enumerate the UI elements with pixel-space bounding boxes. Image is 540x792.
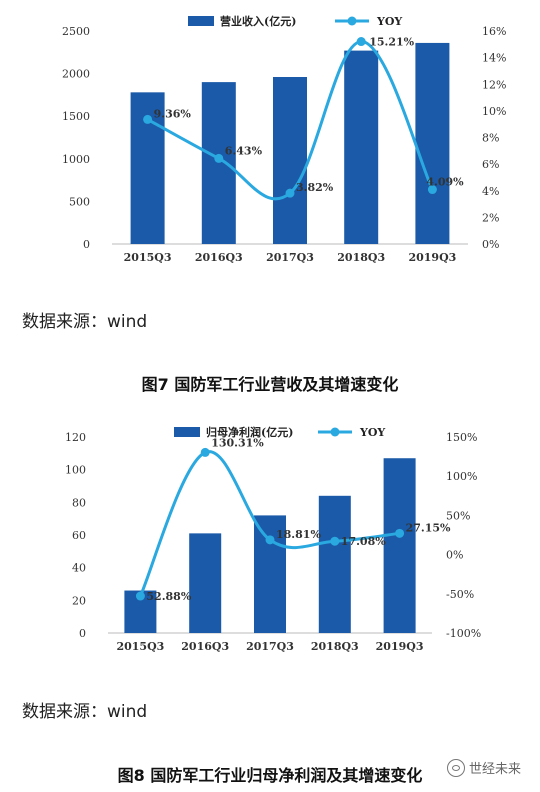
legend-line-marker [330, 427, 340, 437]
yoy-data-label: 52.88% [146, 590, 191, 603]
bar-2018Q3 [344, 50, 379, 244]
right-tick-label: -100% [446, 627, 481, 640]
right-tick-label: 50% [446, 509, 470, 522]
yoy-point-2017Q3 [285, 188, 295, 198]
left-tick-label: 1500 [62, 110, 90, 123]
yoy-point-2019Q3 [427, 185, 437, 195]
left-tick-label: 2000 [62, 68, 90, 81]
yoy-point-2018Q3 [356, 37, 366, 47]
left-tick-label: 100 [65, 464, 86, 477]
yoy-point-2017Q3 [265, 535, 275, 545]
right-tick-label: 150% [446, 431, 477, 444]
category-label: 2017Q3 [246, 640, 294, 653]
legend-line-label: YOY [359, 426, 385, 439]
bar-2016Q3 [189, 533, 222, 633]
right-tick-label: 0% [482, 238, 499, 251]
yoy-point-2018Q3 [330, 536, 340, 546]
yoy-data-label: 130.31% [211, 436, 264, 449]
yoy-point-2019Q3 [395, 528, 405, 538]
yoy-point-2016Q3 [214, 153, 224, 163]
bar-2018Q3 [318, 495, 351, 633]
right-tick-label: 16% [482, 25, 506, 38]
left-tick-label: 80 [72, 496, 86, 509]
yoy-data-label: 27.15% [406, 521, 451, 534]
figure-caption-7: 图7 国防军工行业营收及其增速变化 [141, 375, 399, 394]
data-source-2: 数据来源：wind [22, 702, 148, 722]
left-tick-label: 500 [69, 195, 90, 208]
category-label: 2017Q3 [266, 251, 314, 264]
legend-bar-swatch [174, 427, 200, 437]
bar-2019Q3 [415, 42, 450, 244]
category-label: 2016Q3 [195, 251, 243, 264]
right-tick-label: -50% [446, 588, 474, 601]
right-tick-label: 4% [482, 185, 499, 198]
category-label: 2019Q3 [408, 251, 456, 264]
category-label: 2016Q3 [181, 640, 229, 653]
left-tick-label: 1000 [62, 153, 90, 166]
category-label: 2018Q3 [337, 251, 385, 264]
left-tick-label: 0 [79, 627, 86, 640]
legend-line-label: YOY [376, 15, 402, 28]
legend-line-marker [347, 16, 357, 26]
watermark-text: 世经未来 [469, 762, 522, 777]
category-label: 2015Q3 [124, 251, 172, 264]
bar-2016Q3 [201, 82, 236, 245]
yoy-data-label: 4.09% [426, 176, 464, 189]
category-label: 2019Q3 [376, 640, 424, 653]
yoy-line [146, 40, 434, 201]
yoy-line [139, 450, 400, 597]
legend-bar-swatch [188, 16, 214, 26]
right-tick-label: 8% [482, 132, 499, 145]
left-tick-label: 40 [72, 562, 86, 575]
category-label: 2018Q3 [311, 640, 359, 653]
legend-bar-label: 营业收入(亿元) [220, 14, 296, 28]
bar-2017Q3 [273, 77, 307, 245]
data-source-1: 数据来源：wind [22, 312, 148, 332]
revenue-chart: 0 500 1000 1500 2000 2500 0% 2% 4% 6% 8% 10% 12% 14% 1… [62, 14, 506, 264]
yoy-data-label: 6.43% [225, 144, 263, 157]
yoy-point-2015Q3 [143, 114, 153, 124]
yoy-point-2015Q3 [135, 591, 145, 601]
yoy-point-2016Q3 [200, 447, 210, 457]
net-profit-chart: 0 20 40 60 80 100 120 -100% -50% 0% 50% 100% 150% 201… [65, 425, 481, 653]
bar-2019Q3 [383, 458, 416, 633]
right-tick-label: 6% [482, 158, 499, 171]
left-tick-label: 20 [72, 594, 86, 607]
left-tick-label: 0 [83, 238, 90, 251]
wechat-icon [447, 758, 465, 777]
category-label: 2015Q3 [116, 640, 164, 653]
yoy-data-label: 3.82% [296, 181, 334, 194]
right-tick-label: 10% [482, 105, 506, 118]
legend-bar-label: 归母净利润(亿元) [206, 425, 293, 439]
right-tick-label: 14% [482, 52, 506, 65]
right-tick-label: 2% [482, 211, 499, 224]
yoy-data-label: 17.08% [341, 535, 386, 548]
right-tick-label: 12% [482, 78, 506, 91]
yoy-data-label: 18.81% [276, 528, 321, 541]
right-tick-label: 100% [446, 470, 477, 483]
figure-caption-8: 图8 国防军工行业归母净利润及其增速变化 [117, 766, 423, 785]
yoy-data-label: 9.36% [154, 107, 192, 120]
bar-2017Q3 [254, 515, 286, 633]
left-tick-label: 60 [72, 529, 86, 542]
left-tick-label: 120 [65, 431, 86, 444]
right-tick-label: 0% [446, 549, 463, 562]
yoy-data-label: 15.21% [369, 36, 414, 49]
watermark: 世经未来 [447, 758, 521, 777]
left-tick-label: 2500 [62, 25, 90, 38]
